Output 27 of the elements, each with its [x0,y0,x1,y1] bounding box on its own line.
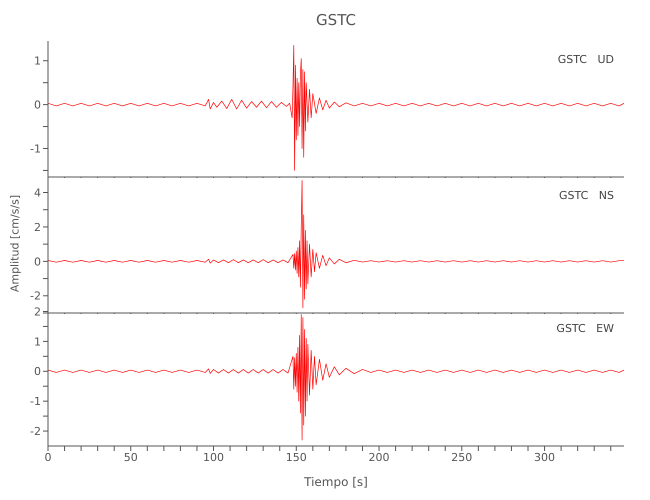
y-tick-label: 2 [34,220,41,234]
y-axis-title: Amplitud [cm/s/s] [8,194,22,294]
x-tick-label: 150 [286,450,307,464]
y-tick-label: 4 [34,186,41,200]
x-tick-label: 50 [124,450,138,464]
y-tick-label: 1 [34,54,41,68]
y-tick-label: 0 [34,365,41,378]
y-tick-label: 1 [34,335,41,348]
y-tick-label: -1 [30,395,41,408]
x-tick-label: 0 [44,450,52,464]
y-tick-label: -2 [30,290,41,303]
annotation: GSTC EW [556,322,614,335]
y-tick-label: 0 [34,98,41,112]
y-tick-label: 2 [34,305,41,318]
x-axis-title: Tiempo [s] [303,475,368,489]
y-tick-label: -1 [30,142,41,156]
line-series [48,180,624,308]
x-tick-label: 100 [203,450,224,464]
annotation: GSTC NS [559,189,614,202]
annotation: GSTC UD [558,53,614,66]
y-tick-label: 0 [34,255,41,268]
y-tick-label: -2 [30,424,41,438]
x-tick-label: 200 [368,450,390,464]
chart-title: GSTC [315,11,357,29]
x-tick-label: 250 [451,450,472,464]
line-series [48,45,624,171]
x-tick-label: 300 [534,450,556,464]
